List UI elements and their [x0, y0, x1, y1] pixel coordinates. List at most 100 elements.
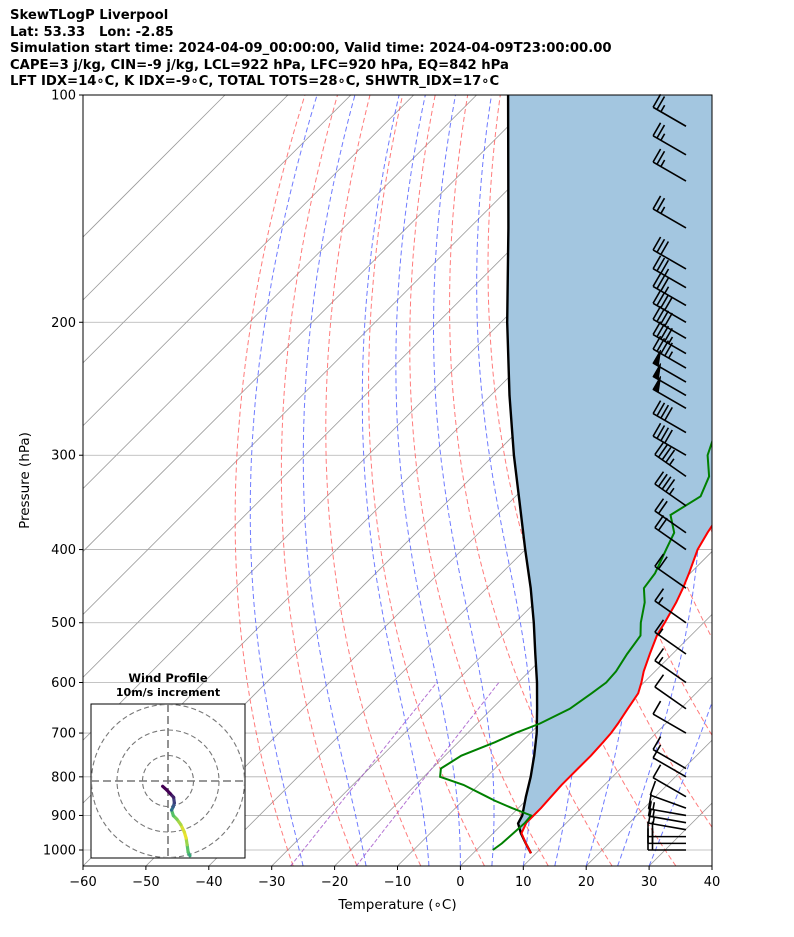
wind-barb-flag — [656, 96, 666, 110]
wind-barb-flag — [656, 197, 666, 212]
wind-barb-staff — [652, 713, 687, 734]
wind-barb-flag — [652, 305, 662, 320]
isotherm-10 — [523, 676, 712, 866]
wind-barb — [652, 736, 687, 770]
wind-barb-staff — [652, 161, 687, 182]
wind-barb — [652, 236, 687, 270]
wind-barb-flag — [657, 556, 668, 570]
wind-barb — [652, 422, 687, 456]
simulation-times: Simulation start time: 2024-04-09_00:00:… — [10, 41, 612, 57]
wind-barb-flag — [652, 400, 662, 415]
mixing-ratio-line — [290, 682, 438, 866]
x-tick-label: 40 — [704, 875, 721, 890]
wind-barb-flag — [656, 402, 666, 417]
isotherm--100 — [83, 95, 603, 615]
wind-barb — [654, 515, 687, 551]
wind-barb-flag — [652, 273, 662, 287]
wind-barb-flag — [652, 93, 662, 108]
isotherm--140 — [83, 95, 352, 364]
wind-barb — [652, 122, 687, 156]
wind-barb-half-flag — [667, 336, 674, 344]
wind-barb — [652, 400, 687, 434]
wind-barb-half-flag — [660, 104, 666, 113]
x-tick-label: 30 — [641, 875, 658, 890]
wind-barb-flag — [652, 195, 662, 210]
x-tick-label: 10 — [515, 875, 532, 890]
wind-barb-flag — [654, 674, 665, 688]
wind-barb-flag — [664, 296, 673, 311]
wind-barb — [654, 553, 687, 589]
wind-barb-flag — [661, 476, 672, 490]
wind-barb-staff — [652, 412, 687, 434]
index-params: LFT IDX=14∘C, K IDX=-9∘C, TOTAL TOTS=28∘… — [10, 74, 500, 90]
y-tick-label: 900 — [51, 809, 76, 824]
dry-adiabat — [234, 95, 306, 866]
moist-adiabat — [433, 95, 495, 866]
wind-barb-staff — [654, 453, 687, 478]
x-tick-label: −40 — [195, 875, 222, 890]
y-axis-label: Pressure (hPa) — [17, 432, 33, 529]
wind-barb-staff — [652, 208, 687, 229]
wind-barb-staff — [654, 631, 687, 655]
wind-barb-flag — [660, 259, 670, 274]
moist-adiabat — [395, 95, 461, 866]
wind-barb — [654, 441, 687, 478]
wind-barb-staff — [652, 106, 687, 127]
wind-barb-flag — [652, 255, 662, 270]
dry-adiabat — [325, 95, 422, 866]
location-coords: Lat: 53.33 Lon: -2.85 — [10, 24, 174, 40]
wind-barb-flag — [654, 471, 665, 485]
x-tick-label: −20 — [321, 875, 348, 890]
wind-barb-flag — [652, 148, 662, 163]
wind-barb-staff — [652, 435, 687, 456]
wind-barb — [652, 255, 687, 289]
wind-barb-flag — [656, 257, 666, 272]
chart-header: SkewTLogP Liverpool Lat: 53.33 Lon: -2.8… — [10, 8, 612, 91]
wind-barb-half-flag — [667, 351, 674, 359]
wind-barb-flag — [664, 406, 673, 421]
wind-barb-flag — [654, 647, 665, 662]
wind-barb-flag — [649, 780, 657, 796]
wind-barb-staff — [652, 268, 687, 289]
wind-barb-flag — [660, 427, 670, 442]
wind-barb-staff — [654, 565, 687, 589]
chart-title: SkewTLogP Liverpool — [10, 8, 169, 23]
wind-barb — [652, 349, 687, 383]
wind-barb-flag — [656, 292, 666, 306]
wind-barb-flag — [652, 736, 662, 750]
x-tick-label: 20 — [578, 875, 595, 890]
hodograph-trace-segment — [161, 784, 169, 792]
wind-barb-staff — [654, 660, 687, 684]
temperature-line — [520, 523, 712, 854]
wind-barb — [652, 273, 687, 307]
y-tick-label: 100 — [51, 89, 76, 104]
wind-barb — [654, 619, 687, 655]
wind-barb-flag — [660, 294, 670, 309]
wind-barb-pennant — [652, 363, 662, 381]
wind-barb-flag — [652, 122, 662, 137]
wind-barb — [652, 148, 687, 182]
isotherm--160 — [83, 95, 226, 238]
wind-barb-half-flag — [652, 802, 656, 810]
wind-barb-flag — [657, 500, 668, 514]
wind-barb-half-flag — [660, 206, 666, 214]
mixing-ratio-line — [355, 682, 500, 866]
wind-barbs — [647, 93, 687, 851]
x-tick-label: −10 — [384, 875, 411, 890]
wind-barb-staff — [652, 333, 687, 355]
wind-barb-half-flag — [668, 487, 675, 495]
wind-barb-staff — [654, 483, 687, 507]
wind-barb-half-flag — [657, 628, 664, 636]
wind-barb-staff — [652, 348, 687, 369]
wind-barb-half-flag — [664, 268, 670, 276]
wind-barb-staff — [652, 249, 687, 270]
y-tick-label: 300 — [51, 449, 76, 464]
wind-barb-half-flag — [660, 133, 666, 141]
wind-barb-staff — [652, 135, 687, 156]
wind-barb-flag — [652, 236, 662, 251]
x-tick-label: −60 — [69, 875, 96, 890]
wind-barb-staff — [648, 808, 687, 817]
wind-barb-flag — [656, 275, 666, 290]
moist-adiabat — [249, 95, 318, 866]
